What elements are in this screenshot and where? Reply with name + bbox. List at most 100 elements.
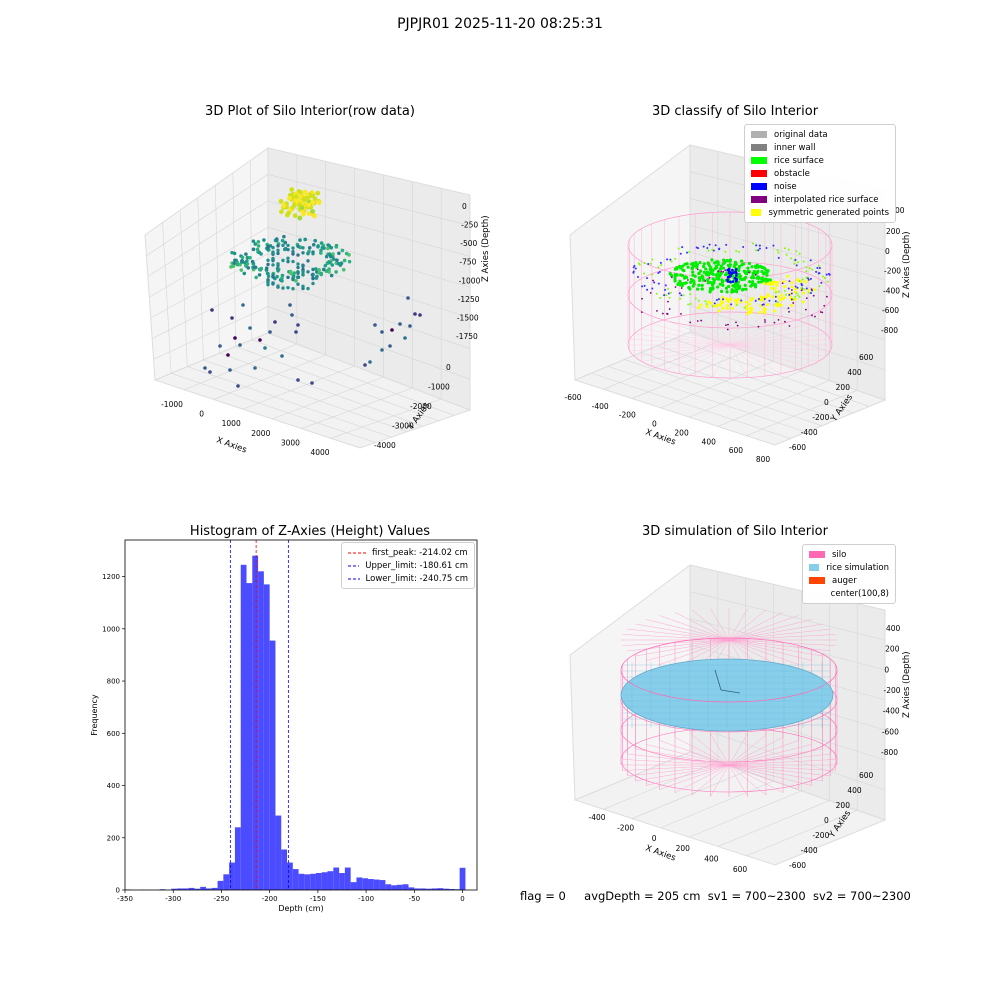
grid-line: [689, 790, 802, 838]
legend-label: obstacle: [774, 168, 810, 179]
legend-entry: silo: [809, 548, 889, 561]
tick-label: 0: [199, 410, 204, 419]
silo-spoke: [728, 764, 767, 796]
tick-label: 400: [847, 786, 862, 795]
silo-spoke: [622, 764, 730, 771]
silo-spoke: [728, 764, 748, 797]
histogram-bar: [344, 867, 351, 890]
legend-label: noise: [774, 181, 797, 192]
tick-label: -600: [789, 861, 806, 870]
tick-label: -1500: [457, 313, 479, 322]
tick-label: -250: [461, 221, 478, 230]
grid-line: [301, 387, 413, 429]
legend-label: interpolated rice surface: [774, 194, 879, 205]
sv2-text: sv2 = 700~2300: [812, 889, 911, 903]
tick-label: 600: [729, 446, 744, 455]
grid-line: [184, 343, 297, 390]
histogram-bar: [310, 873, 316, 890]
silo-spoke: [629, 339, 731, 346]
silo-spoke: [728, 734, 767, 766]
avg-depth-text: avgDepth = 205 cm: [584, 889, 701, 903]
silo-spoke: [659, 615, 730, 641]
legend-entry: first_peak: -214.02 cm: [348, 546, 468, 559]
grid-line: [149, 227, 269, 298]
silo-spoke: [641, 344, 731, 362]
grid-line: [251, 339, 455, 416]
silo-top-ring: [620, 637, 838, 703]
grid-line: [717, 380, 830, 427]
grid-line: [214, 185, 220, 354]
grid-line: [746, 810, 858, 856]
legend-entry: rice surface: [751, 154, 889, 167]
y-tick-label: 600: [107, 730, 120, 738]
silo-spoke: [678, 316, 731, 346]
raw-3d-panel: 3D Plot of Silo Interior(row data) -1000…: [120, 100, 500, 470]
legend-entry: interpolated rice surface: [751, 193, 889, 206]
legend-line-sample: [348, 565, 360, 566]
histogram-bar: [379, 880, 386, 890]
silo-spoke: [646, 639, 730, 661]
silo-spoke: [728, 639, 799, 665]
histogram-bar: [420, 888, 426, 890]
silo-spoke: [728, 619, 812, 641]
grid-line: [242, 365, 355, 410]
grid-line: [153, 306, 269, 360]
tick-label: -200: [619, 411, 636, 420]
silo-spoke: [728, 744, 812, 766]
x-tick-label: -300: [165, 895, 181, 903]
silo-spoke: [635, 748, 730, 766]
histogram-bar: [443, 888, 450, 890]
legend-label: Upper_limit: -180.61 cm: [365, 560, 468, 571]
legend-label: first_peak: -214.02 cm: [372, 547, 468, 558]
histogram-bar: [171, 888, 178, 890]
silo-spoke: [728, 623, 823, 641]
legend-label: inner wall: [774, 142, 816, 153]
legend-entry: noise: [751, 180, 889, 193]
silo-spoke: [729, 328, 819, 346]
tick-label: -1750: [456, 332, 478, 341]
silo-spoke: [729, 344, 782, 374]
grid-line: [187, 366, 392, 438]
silo-spoke: [728, 733, 748, 766]
silo-spoke: [729, 344, 748, 378]
tick-label: 200: [674, 428, 689, 437]
silo-spoke: [622, 639, 730, 646]
grid-line: [689, 370, 802, 418]
y-tick-label: 1200: [102, 573, 120, 581]
histogram-bar: [459, 867, 466, 890]
histogram-bar: [287, 862, 293, 890]
silo-spoke: [712, 312, 731, 346]
legend-swatch: [751, 157, 767, 164]
silo-spoke: [728, 609, 767, 641]
histogram-bar: [414, 888, 421, 890]
tick-label: -600: [789, 443, 806, 452]
grid-line: [607, 366, 807, 433]
grid-line: [640, 352, 838, 420]
legend-swatch: [751, 144, 767, 151]
tick-label: -200: [617, 823, 634, 832]
silo-spoke: [691, 609, 730, 641]
tick-label: 0: [652, 834, 657, 843]
legend-entry: Lower_limit: -240.75 cm: [348, 572, 468, 585]
histogram-bar: [182, 888, 189, 890]
silo-spoke: [659, 764, 730, 790]
grid-line: [660, 780, 774, 829]
legend-line-sample: [348, 552, 366, 553]
raw-zlabel: Z Axies (Depth): [481, 215, 491, 282]
histogram-bar: [437, 888, 444, 890]
legend-swatch: [809, 577, 825, 584]
grid-line: [171, 373, 376, 443]
histogram-bar: [252, 555, 259, 890]
histogram-axes: -350 -300 -250 -200 -150 -100 -50 0 0 200 400 600 8…: [90, 539, 478, 913]
tick-label: 0: [462, 202, 467, 211]
histogram-bar: [211, 887, 218, 890]
silo-spoke: [694, 313, 731, 346]
legend-entry: rice simulation: [809, 561, 889, 574]
grid-line: [603, 341, 718, 390]
tick-label: 600: [859, 771, 874, 780]
tick-label: -400: [883, 286, 900, 295]
side-pane: [144, 147, 269, 381]
histogram-bar: [246, 583, 253, 890]
histogram-ylabel: Frequency: [90, 694, 99, 736]
tick-label: -1000: [459, 276, 481, 285]
